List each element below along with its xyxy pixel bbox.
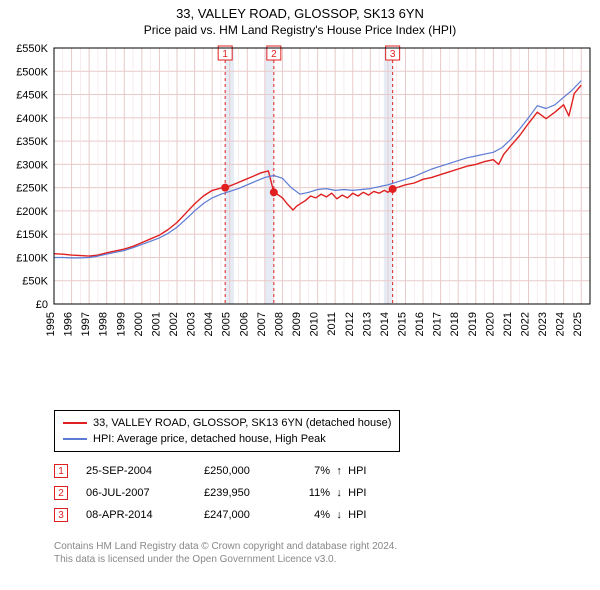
svg-text:£550K: £550K [16, 43, 48, 55]
svg-text:£200K: £200K [16, 206, 48, 218]
svg-text:3: 3 [390, 49, 396, 60]
legend-label: 33, VALLEY ROAD, GLOSSOP, SK13 6YN (deta… [93, 415, 391, 431]
svg-text:£0: £0 [36, 299, 48, 311]
svg-text:£350K: £350K [16, 136, 48, 148]
chart-titles: 33, VALLEY ROAD, GLOSSOP, SK13 6YN Price… [0, 0, 600, 37]
footer-line: Contains HM Land Registry data © Crown c… [54, 540, 397, 553]
event-price: £250,000 [204, 465, 284, 477]
svg-text:2003: 2003 [186, 312, 198, 336]
legend-item-property: 33, VALLEY ROAD, GLOSSOP, SK13 6YN (deta… [63, 415, 391, 431]
event-row: 2 06-JUL-2007 £239,950 11% ↓ HPI [54, 482, 366, 504]
svg-text:2016: 2016 [414, 312, 426, 336]
event-price: £247,000 [204, 509, 284, 521]
svg-text:£250K: £250K [16, 183, 48, 195]
svg-text:2018: 2018 [449, 312, 461, 336]
svg-text:1: 1 [222, 49, 228, 60]
event-date: 06-JUL-2007 [86, 487, 186, 499]
svg-text:2002: 2002 [168, 312, 180, 336]
event-row: 3 08-APR-2014 £247,000 4% ↓ HPI [54, 504, 366, 526]
event-diff: 4% ↓ HPI [302, 509, 366, 521]
legend-item-hpi: HPI: Average price, detached house, High… [63, 431, 391, 447]
legend: 33, VALLEY ROAD, GLOSSOP, SK13 6YN (deta… [54, 410, 400, 452]
legend-label: HPI: Average price, detached house, High… [93, 431, 326, 447]
svg-text:2011: 2011 [326, 312, 338, 336]
svg-text:2022: 2022 [519, 312, 531, 336]
svg-text:2001: 2001 [150, 312, 162, 336]
svg-text:2020: 2020 [484, 312, 496, 336]
event-number-box: 1 [54, 464, 68, 478]
svg-text:2023: 2023 [537, 312, 549, 336]
svg-text:2025: 2025 [572, 312, 584, 336]
svg-text:1996: 1996 [63, 312, 75, 336]
svg-text:2012: 2012 [344, 312, 356, 336]
event-number-box: 2 [54, 486, 68, 500]
chart-subtitle: Price paid vs. HM Land Registry's House … [0, 23, 600, 37]
chart-title: 33, VALLEY ROAD, GLOSSOP, SK13 6YN [0, 6, 600, 21]
svg-text:2005: 2005 [221, 312, 233, 336]
event-date: 08-APR-2014 [86, 509, 186, 521]
event-diff: 7% ↑ HPI [302, 465, 366, 477]
svg-text:£50K: £50K [22, 276, 48, 288]
svg-text:2021: 2021 [502, 312, 514, 336]
events-table: 1 25-SEP-2004 £250,000 7% ↑ HPI 2 06-JUL… [54, 460, 366, 526]
svg-text:1995: 1995 [45, 312, 57, 336]
svg-text:2024: 2024 [555, 312, 567, 336]
svg-text:£300K: £300K [16, 159, 48, 171]
svg-text:2004: 2004 [203, 312, 215, 336]
svg-text:2017: 2017 [432, 312, 444, 336]
chart-area: £0 £50K £100K £150K £200K £250K £300K £350K £400… [0, 42, 600, 362]
legend-swatch [63, 422, 87, 424]
svg-text:2010: 2010 [309, 312, 321, 336]
svg-text:£450K: £450K [16, 90, 48, 102]
svg-text:2014: 2014 [379, 312, 391, 336]
svg-text:1997: 1997 [80, 312, 92, 336]
svg-text:1999: 1999 [115, 312, 127, 336]
svg-text:£400K: £400K [16, 113, 48, 125]
svg-text:2006: 2006 [238, 312, 250, 336]
event-diff: 11% ↓ HPI [302, 487, 366, 499]
event-date: 25-SEP-2004 [86, 465, 186, 477]
event-price: £239,950 [204, 487, 284, 499]
footer-attribution: Contains HM Land Registry data © Crown c… [54, 540, 397, 566]
svg-text:2015: 2015 [396, 312, 408, 336]
svg-text:£150K: £150K [16, 229, 48, 241]
line-chart: £0 £50K £100K £150K £200K £250K £300K £350K £400… [0, 42, 600, 362]
svg-text:2008: 2008 [273, 312, 285, 336]
svg-text:£500K: £500K [16, 66, 48, 78]
svg-text:£100K: £100K [16, 252, 48, 264]
arrow-down-icon: ↓ [333, 487, 345, 499]
svg-text:2000: 2000 [133, 312, 145, 336]
arrow-up-icon: ↑ [333, 465, 345, 477]
footer-line: This data is licensed under the Open Gov… [54, 553, 397, 566]
event-row: 1 25-SEP-2004 £250,000 7% ↑ HPI [54, 460, 366, 482]
event-number-box: 3 [54, 508, 68, 522]
legend-swatch [63, 438, 87, 440]
svg-text:1998: 1998 [98, 312, 110, 336]
svg-text:2009: 2009 [291, 312, 303, 336]
svg-text:2013: 2013 [361, 312, 373, 336]
svg-text:2007: 2007 [256, 312, 268, 336]
svg-text:2: 2 [271, 49, 277, 60]
arrow-down-icon: ↓ [333, 509, 345, 521]
svg-text:2019: 2019 [467, 312, 479, 336]
